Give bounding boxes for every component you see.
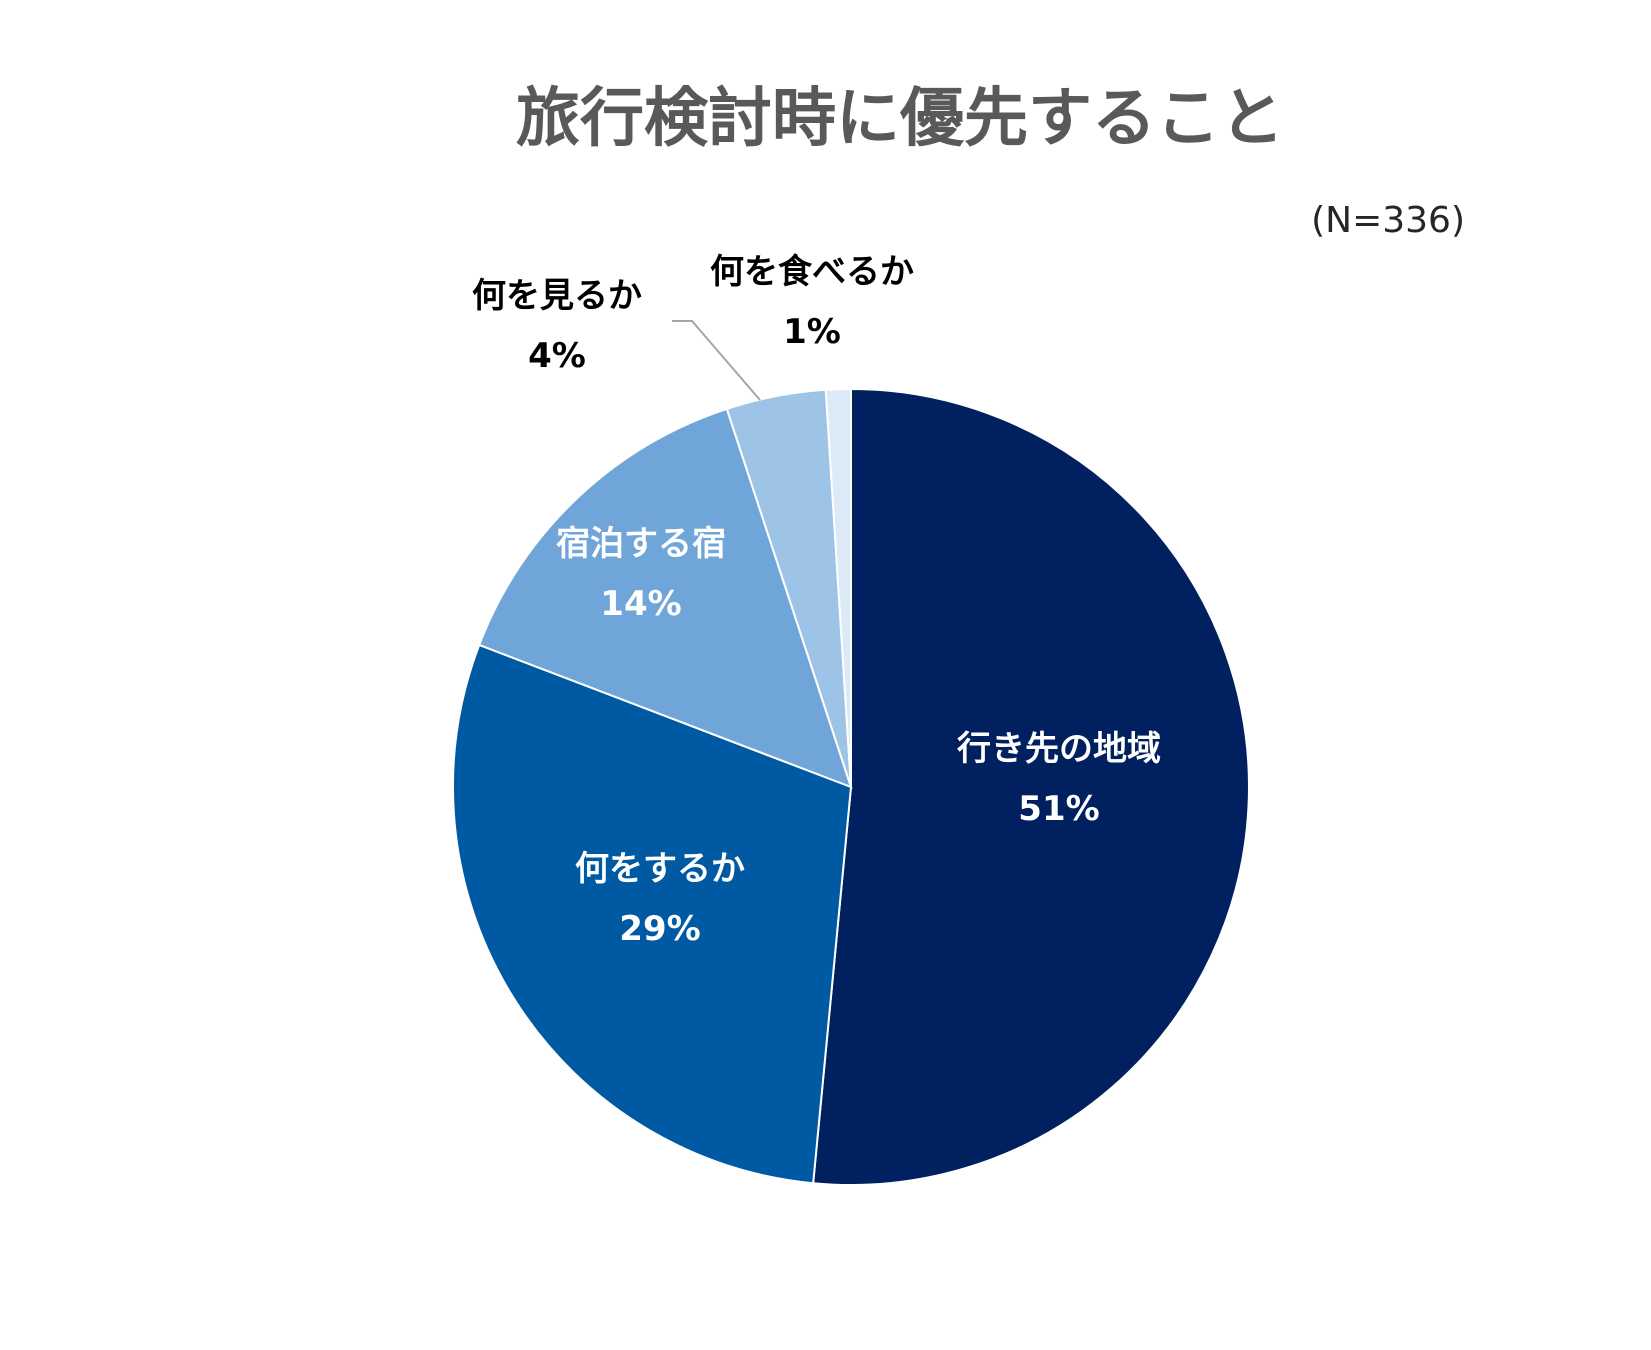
slice-label-name-food: 何を食べるか	[710, 252, 914, 292]
slice-label-value-region: 51%	[1018, 789, 1099, 829]
slice-labels: 行き先の地域 51% 何をするか 29% 宿泊する宿 14% 何を見るか 4% 何を食べるか 1%	[472, 252, 1161, 949]
slice-label-value-lodging: 14%	[600, 584, 681, 624]
slice-label-name-lodging: 宿泊する宿	[556, 524, 726, 564]
pie-slice-region	[812, 387, 1250, 1186]
slice-label-name-region: 行き先の地域	[957, 729, 1161, 769]
slice-label-name-activity: 何をするか	[575, 849, 745, 889]
leader-line-sightseeing	[672, 320, 761, 401]
pie-slice-lodging	[477, 407, 853, 789]
slice-label-name-sightseeing: 何を見るか	[472, 276, 642, 316]
slice-label-value-sightseeing: 4%	[528, 336, 586, 376]
leader-lines	[672, 320, 761, 401]
pie-slice-activity	[452, 643, 853, 1185]
chart-title: 旅行検討時に優先すること	[516, 82, 1284, 156]
slice-label-value-food: 1%	[783, 312, 841, 352]
slice-label-value-activity: 29%	[619, 909, 700, 949]
pie-slices	[452, 387, 1250, 1186]
sample-size-note: (N=336)	[1311, 200, 1465, 241]
pie-slice-food	[824, 387, 852, 788]
